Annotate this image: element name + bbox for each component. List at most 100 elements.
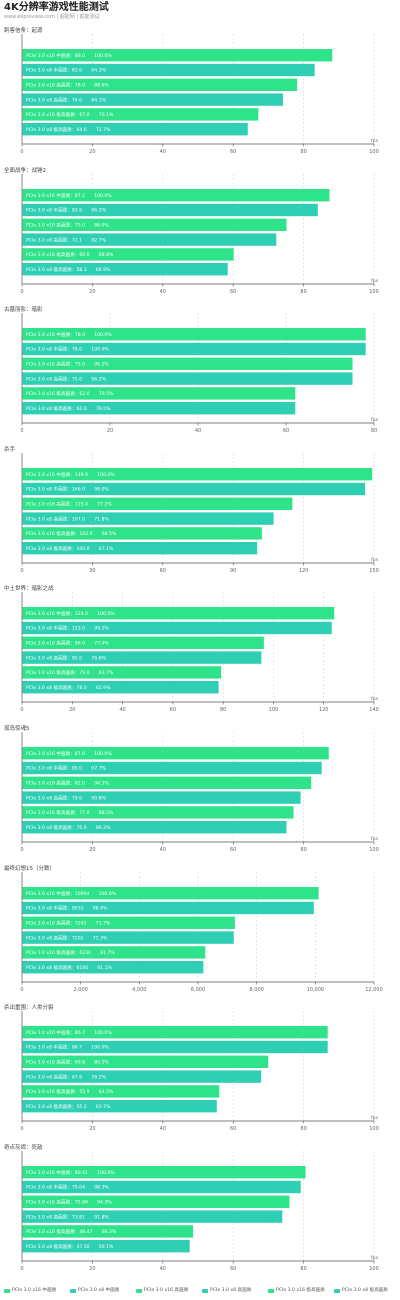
bar-data-label: PCIe 3.0 x16 高画质：75.0 86.0% [26, 221, 109, 228]
axis-unit-label: fps [371, 1255, 379, 1261]
tick-label: 80 [371, 428, 377, 434]
bar [22, 63, 315, 77]
tick-label: 40 [160, 1266, 166, 1272]
game-chart: 奇点灰烬：死敌 0 20 40 60 80 100 fps PCIe 3.0 x16 中画质：8… [0, 1143, 400, 1282]
tick-label: 20 [69, 707, 75, 713]
bar [22, 342, 366, 356]
tick-label: 40 [160, 149, 166, 155]
bar [22, 467, 373, 481]
chart-title: 杀手 [4, 446, 16, 453]
bar [22, 747, 329, 760]
legend-label: PCIe 3.0 x16 高画质 [144, 1288, 189, 1293]
tick-label: 20 [89, 149, 95, 155]
tick-label: 20 [89, 847, 95, 853]
tick-label: 80 [300, 847, 306, 853]
page-title: 4K分辨率游戏性能测试 [4, 2, 109, 13]
tick-label: 0 [20, 987, 23, 993]
bar-data-label: PCIe 3.0 x8 中画质：146.0 98.0% [26, 485, 109, 492]
bar [22, 1085, 220, 1098]
legend-label: PCIe 3.0 x16 中画质 [12, 1288, 57, 1293]
bar-data-label: PCIe 3.0 x8 中画质：83.0 94.3% [26, 67, 107, 74]
bar [22, 945, 206, 959]
bar-data-label: PCIe 3.0 x8 高画质：7202 71.3% [26, 934, 108, 941]
tick-label: 60 [230, 149, 236, 155]
bar [22, 372, 353, 385]
bar-data-label: PCIe 3.0 x16 极高画质：79.0 63.7% [26, 669, 114, 676]
tick-label: 20 [89, 289, 95, 295]
bar-data-label: PCIe 3.0 x16 极高画质：67.0 76.1% [26, 111, 114, 118]
bar [22, 806, 294, 819]
bar-data-label: PCIe 3.0 x16 高画质：75.84 94.3% [26, 1198, 112, 1205]
chart-title: 全面战争：战锤2 [4, 167, 46, 174]
bar-data-label: PCIe 3.0 x16 极高画质：102.0 68.5% [26, 530, 117, 537]
game-chart: 中土世界：暗影之战 0 20 40 60 80 100 120 140 fps PCIe 3.0 x… [0, 584, 400, 723]
axis-unit-label: fps [371, 1115, 379, 1121]
bar-data-label: PCIe 3.0 x8 极高画质：100.0 67.1% [26, 545, 114, 552]
tick-label: 30 [89, 568, 95, 574]
bar-data-label: PCIe 3.0 x8 高画质：67.8 78.2% [26, 1073, 107, 1080]
tick-label: 60 [230, 847, 236, 853]
game-chart: 全面战争：战锤2 0 20 40 60 80 100 fps PCIe 3.0 x16 中画质：… [0, 166, 400, 305]
game-chart: 杀出重围：人类分裂 0 20 40 60 80 100 fps PCIe 3.0 x16 中画质… [0, 1003, 400, 1142]
chart-svg: 0 20 40 60 80 100 fps PCIe 3.0 x16 中画质：87.2 100… [20, 173, 379, 295]
legend-swatch [136, 1289, 142, 1293]
bar-data-label: PCIe 3.0 x16 中画质：149.0 100.0% [26, 471, 115, 478]
bar [22, 1040, 328, 1054]
bar [22, 651, 262, 665]
bar [22, 497, 293, 510]
game-chart: 最终幻想15（分数） 0 2,000 4,000 6,000 8,000 10,000 12,… [0, 864, 400, 1003]
tick-label: 8,000 [250, 987, 264, 993]
bar-data-label: PCIe 3.0 x16 极高画质：62.0 79.5% [26, 390, 114, 397]
chart-title: 刺客信条：起源 [4, 28, 43, 34]
page-subtitle: www.expreview.com | 超能网 | 超能测试 [4, 14, 100, 20]
tick-label: 2,000 [74, 987, 88, 993]
bar [22, 218, 287, 231]
bar-data-label: PCIe 3.0 x8 极高画质：62.0 79.5% [26, 405, 111, 412]
axis-unit-label: fps [371, 557, 379, 563]
bar [22, 1070, 262, 1083]
bar [22, 1055, 269, 1069]
bar-data-label: PCIe 3.0 x16 高画质：69.8 80.5% [26, 1059, 109, 1066]
bar [22, 1100, 217, 1113]
bar-data-label: PCIe 3.0 x16 中画质：87.2 100.0% [26, 191, 112, 198]
chart-title: 最终幻想15（分数） [4, 865, 55, 872]
bar [22, 247, 234, 261]
tick-label: 40 [195, 428, 201, 434]
axis-unit-label: fps [371, 836, 379, 842]
bar [22, 526, 262, 540]
tick-label: 0 [20, 149, 23, 155]
bar-data-label: PCIe 3.0 x16 中画质：80.41 100.0% [26, 1169, 115, 1176]
tick-label: 0 [20, 568, 23, 574]
bar-data-label: PCIe 3.0 x8 中画质：79.04 98.3% [26, 1183, 109, 1190]
axis-unit-label: fps [371, 138, 379, 144]
bar-data-label: PCIe 3.0 x8 中画质：85.0 97.7% [26, 765, 107, 772]
bar-data-label: PCIe 3.0 x8 极高画质：58.3 66.9% [26, 265, 111, 272]
bar-data-label: PCIe 3.0 x16 高画质：96.0 77.4% [26, 640, 109, 647]
bar-data-label: PCIe 3.0 x16 极高画质：60.0 68.8% [26, 251, 114, 258]
bar [22, 1165, 306, 1179]
chart-svg: 0 20 40 60 80 100 120 140 fps PCIe 3.0 x16 中画质：12… [20, 592, 379, 713]
tick-label: 100 [369, 289, 379, 295]
bar [22, 821, 287, 834]
bar [22, 482, 366, 495]
game-chart: 孤岛惊魂5 0 20 40 60 80 100 fps PCIe 3.0 x16 中画质：87.… [0, 724, 400, 863]
bar-data-label: PCIe 3.0 x16 中画质：10094 100.0% [26, 889, 117, 896]
bar-data-label: PCIe 3.0 x8 中画质：78.0 100.0% [26, 346, 109, 353]
game-chart: 杀手 0 30 60 90 120 150 fps PCIe 3.0 x16 中画质：149.0… [0, 445, 400, 584]
bar [22, 622, 332, 635]
bar [22, 916, 235, 929]
legend-swatch [202, 1289, 208, 1293]
legend-swatch [268, 1289, 274, 1293]
bar-data-label: PCIe 3.0 x16 高画质：7241 71.7% [26, 919, 111, 926]
tick-label: 0 [20, 847, 23, 853]
bar-data-label: PCIe 3.0 x8 极高画质：75.0 86.2% [26, 824, 111, 831]
tick-label: 80 [220, 707, 226, 713]
game-chart: 古墓丽影：暗影 0 20 40 60 80 fps PCIe 3.0 x16 中画质：78.0… [0, 305, 400, 444]
bar-data-label: PCIe 3.0 x16 中画质：88.0 100.0% [26, 52, 112, 59]
tick-label: 80 [300, 1266, 306, 1272]
tick-label: 60 [160, 568, 166, 574]
tick-label: 40 [160, 847, 166, 853]
bar [22, 901, 314, 914]
legend-label: PCIe 3.0 x8 高画质 [210, 1288, 252, 1293]
bar-data-label: PCIe 3.0 x16 中画质：86.7 100.0% [26, 1029, 112, 1036]
